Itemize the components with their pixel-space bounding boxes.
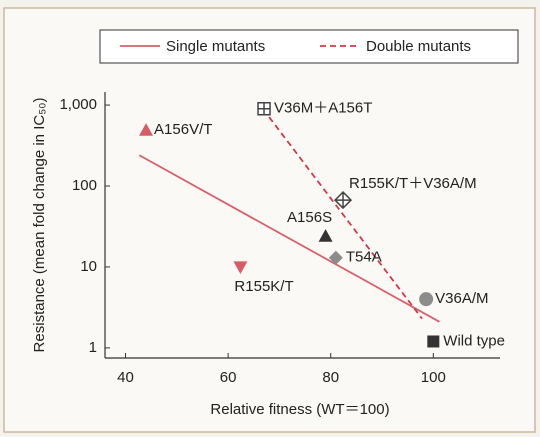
point-label: R155K/T＋V36A/M <box>349 175 477 192</box>
x-tick-label: 40 <box>117 369 134 386</box>
legend-label: Single mutants <box>166 38 265 55</box>
x-tick-label: 60 <box>220 369 237 386</box>
y-tick-label: 10 <box>80 258 97 275</box>
x-axis-label: Relative fitness (WT＝100) <box>210 401 389 418</box>
marker <box>318 229 333 242</box>
point-label: R155K/T <box>234 278 293 295</box>
point-label: T54A <box>346 249 382 266</box>
x-tick-label: 80 <box>322 369 339 386</box>
marker <box>328 250 343 265</box>
panel-frame <box>3 7 536 433</box>
marker <box>257 102 271 116</box>
marker <box>233 261 248 274</box>
legend-box <box>99 29 519 64</box>
marker <box>139 123 154 136</box>
trend-line <box>138 154 440 323</box>
point-label: V36A/M <box>435 290 488 307</box>
y-tick-label: 100 <box>72 177 97 194</box>
point-label: Wild type <box>443 332 505 349</box>
trend-line <box>268 116 423 320</box>
marker <box>419 292 434 307</box>
marker <box>427 335 440 348</box>
point-label: A156S <box>287 209 332 226</box>
y-tick-label: 1 <box>89 339 97 356</box>
marker <box>333 191 353 210</box>
y-tick-label: 1,000 <box>59 96 97 113</box>
legend-label: Double mutants <box>366 38 471 55</box>
point-label: V36M＋A156T <box>274 100 372 117</box>
x-tick-label: 100 <box>421 369 446 386</box>
point-label: A156V/T <box>154 121 212 138</box>
y-axis-label: Resistance (mean fold change in IC₅₀) <box>31 98 48 353</box>
